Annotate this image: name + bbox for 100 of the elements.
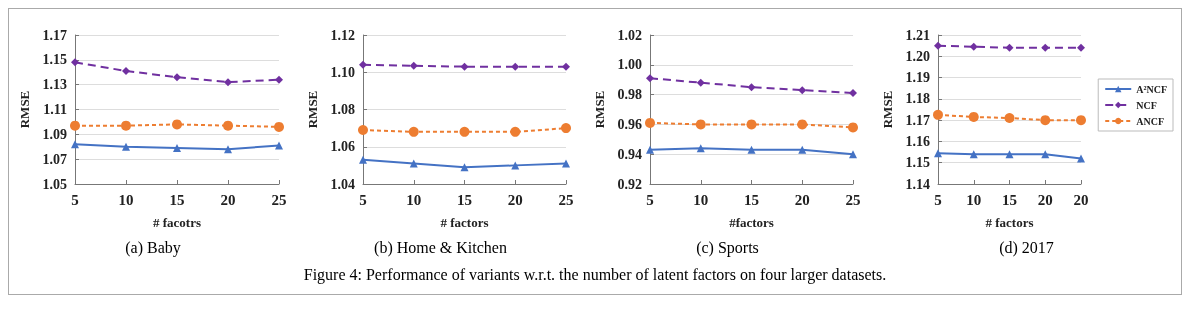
point xyxy=(173,143,181,152)
y-tick-label: 1.18 xyxy=(905,91,930,107)
legend-label: A²NCF xyxy=(1135,83,1167,95)
text: (a) Baby xyxy=(125,238,181,257)
point xyxy=(510,126,521,137)
point xyxy=(122,142,130,151)
point xyxy=(274,121,284,132)
x-tick-label: 15 xyxy=(457,191,472,208)
point xyxy=(460,62,469,71)
text: (c) Sports xyxy=(696,238,760,257)
y-tick-label: 1.12 xyxy=(330,27,355,43)
point xyxy=(275,141,283,150)
text: (b) Home & Kitchen xyxy=(374,238,507,257)
y-tick-label: 1.02 xyxy=(617,27,643,43)
point xyxy=(409,159,418,168)
y-axis-title: RMSE xyxy=(17,90,32,129)
point xyxy=(798,86,807,95)
point xyxy=(797,119,808,130)
y-tick-label: 1.08 xyxy=(330,102,355,117)
point xyxy=(173,73,181,82)
point xyxy=(122,67,130,76)
point xyxy=(646,145,655,154)
x-axis-title: #factors xyxy=(729,215,775,230)
y-tick-label: 0.94 xyxy=(617,146,643,162)
point xyxy=(933,41,942,50)
y-tick-label: 0.96 xyxy=(617,116,643,132)
y-tick-label: 1.04 xyxy=(330,176,355,192)
point xyxy=(172,119,182,130)
y-axis-title: RMSE xyxy=(305,90,320,129)
point xyxy=(1005,43,1014,52)
y-tick-label: 1.15 xyxy=(905,155,930,171)
caption: Figure 4: Performance of variants w.r.t. the number of latent factors on four larger datasets. xyxy=(302,265,888,286)
point xyxy=(798,145,807,154)
x-tick-label: 20 xyxy=(1073,191,1089,208)
y-axis-title: RMSE xyxy=(592,90,608,129)
point xyxy=(1004,113,1015,124)
x-tick-label: 10 xyxy=(118,191,134,208)
y-tick-label: 1.17 xyxy=(905,112,930,128)
point xyxy=(1075,115,1086,126)
y-tick-label: 1.21 xyxy=(905,27,930,43)
x-tick-label: 20 xyxy=(220,191,236,208)
x-tick-label: 10 xyxy=(693,191,709,208)
point xyxy=(561,123,571,134)
point xyxy=(121,120,131,131)
point xyxy=(70,120,80,131)
legend-label: ANCF xyxy=(1135,115,1164,127)
point xyxy=(459,126,470,137)
point xyxy=(932,109,943,120)
y-tick-label: 1.00 xyxy=(617,57,643,73)
point xyxy=(747,145,756,154)
x-axis-title: # factors xyxy=(440,215,489,230)
y-tick-label: 0.98 xyxy=(617,87,643,103)
point xyxy=(968,111,979,122)
x-tick-label: 10 xyxy=(965,191,981,208)
x-tick-label: 20 xyxy=(795,191,811,208)
y-axis-title: RMSE xyxy=(879,90,895,129)
x-tick-label: 25 xyxy=(558,191,574,208)
y-tick-label: 1.14 xyxy=(905,176,930,192)
x-tick-label: 25 xyxy=(845,191,861,208)
point xyxy=(849,150,858,159)
point xyxy=(1039,115,1050,126)
point xyxy=(969,42,978,51)
x-tick-label: 5 xyxy=(933,191,942,208)
point xyxy=(224,78,232,87)
point xyxy=(71,140,79,149)
y-tick-label: 1.15 xyxy=(42,52,67,68)
y-tick-label: 1.05 xyxy=(42,176,67,192)
point xyxy=(359,60,367,69)
y-tick-label: 1.11 xyxy=(43,102,67,117)
y-tick-label: 1.20 xyxy=(905,48,930,64)
point xyxy=(646,74,655,83)
x-tick-label: 5 xyxy=(646,191,655,208)
x-tick-label: 10 xyxy=(406,191,422,208)
point xyxy=(511,62,520,71)
point xyxy=(275,75,283,84)
point xyxy=(696,119,707,130)
y-tick-label: 1.07 xyxy=(42,151,67,167)
x-tick-label: 20 xyxy=(1037,191,1053,208)
y-tick-label: 1.13 xyxy=(42,77,67,93)
point xyxy=(849,89,858,98)
point xyxy=(359,155,367,164)
point xyxy=(1076,154,1085,163)
y-tick-label: 1.09 xyxy=(42,126,67,142)
text: (d) 2017 xyxy=(998,238,1054,257)
point xyxy=(645,117,656,128)
point xyxy=(848,122,859,133)
point xyxy=(1076,43,1085,52)
point xyxy=(409,61,418,70)
y-tick-label: 1.06 xyxy=(330,139,355,155)
point xyxy=(562,62,570,71)
point xyxy=(747,83,756,92)
x-axis-title: # factors xyxy=(985,215,1034,230)
x-axis-title: # facotrs xyxy=(152,215,202,230)
point xyxy=(71,58,79,67)
x-tick-label: 25 xyxy=(271,191,287,208)
point xyxy=(933,149,942,158)
point xyxy=(408,126,419,137)
y-tick-label: 0.92 xyxy=(617,176,643,192)
point xyxy=(1005,150,1014,159)
y-tick-label: 1.10 xyxy=(330,64,355,80)
